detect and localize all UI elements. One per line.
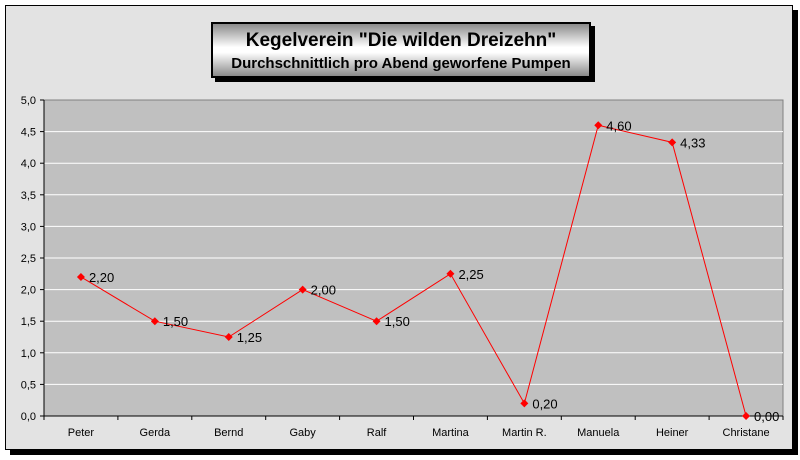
data-point-marker [668, 138, 677, 147]
y-tick-label: 3,5 [21, 190, 36, 202]
data-point-label: 0,00 [754, 409, 779, 424]
data-point-label: 1,50 [163, 314, 188, 329]
x-tick-label: Martin R. [502, 427, 547, 439]
y-tick-label: 0,0 [21, 411, 36, 423]
data-point-label: 2,25 [458, 267, 483, 282]
y-tick-label: 1,0 [21, 348, 36, 360]
x-tick-label: Manuela [577, 427, 620, 439]
data-markers [76, 121, 751, 420]
y-tick-label: 4,0 [21, 158, 36, 170]
x-tick-label: Gerda [140, 427, 171, 439]
data-labels: 2,20 1,50 1,25 2,00 1,50 2,25 0,20 4,60 4,33 0,00 [89, 118, 779, 424]
chart-subtitle: Durchschnittlich pro Abend geworfene Pum… [231, 55, 571, 72]
x-tick-label: Martina [432, 427, 470, 439]
series-line [80, 124, 747, 417]
data-point-label: 4,33 [680, 135, 705, 150]
y-tick-label: 5,0 [21, 95, 36, 107]
x-tick-label: Heiner [656, 427, 689, 439]
gridlines [44, 131, 783, 385]
y-tick-label: 0,5 [21, 379, 36, 391]
x-tick-label: Christane [723, 427, 770, 439]
x-tick-label: Bernd [214, 427, 243, 439]
data-point-marker [76, 272, 85, 281]
y-tick-label: 2,5 [21, 253, 36, 265]
y-tick-label: 1,5 [21, 316, 36, 328]
data-point-marker [298, 285, 307, 294]
data-point-label: 1,25 [237, 330, 262, 345]
data-point-marker [742, 412, 751, 420]
data-point-marker [224, 333, 233, 341]
data-point-marker [520, 399, 529, 408]
chart-title: Kegelverein "Die wilden Dreizehn" [245, 30, 557, 51]
y-axis: 0,0 0,5 1,0 1,5 2,0 2,5 3,0 3,5 4,0 4,5 5,0 [21, 95, 45, 423]
data-point-marker [372, 317, 381, 326]
x-tick-label: Ralf [367, 427, 388, 439]
data-point-label: 2,20 [89, 270, 114, 285]
chart-title-box: Kegelverein "Die wilden Dreizehn" Durchs… [211, 22, 591, 78]
data-point-marker [594, 121, 603, 130]
data-point-label: 4,60 [606, 118, 631, 133]
data-point-marker [150, 317, 159, 326]
data-point-label: 0,20 [532, 396, 557, 411]
data-point-marker [446, 269, 455, 278]
data-point-label: 2,00 [311, 283, 336, 298]
y-tick-label: 2,0 [21, 285, 36, 297]
y-tick-label: 3,0 [21, 221, 36, 233]
x-tick-label: Peter [68, 427, 95, 439]
data-point-label: 1,50 [385, 314, 410, 329]
x-axis: Peter Gerda Bernd Gaby Ralf Martina Martin R. M… [43, 415, 784, 439]
y-tick-label: 4,5 [21, 127, 36, 139]
x-tick-label: Gaby [290, 427, 317, 439]
